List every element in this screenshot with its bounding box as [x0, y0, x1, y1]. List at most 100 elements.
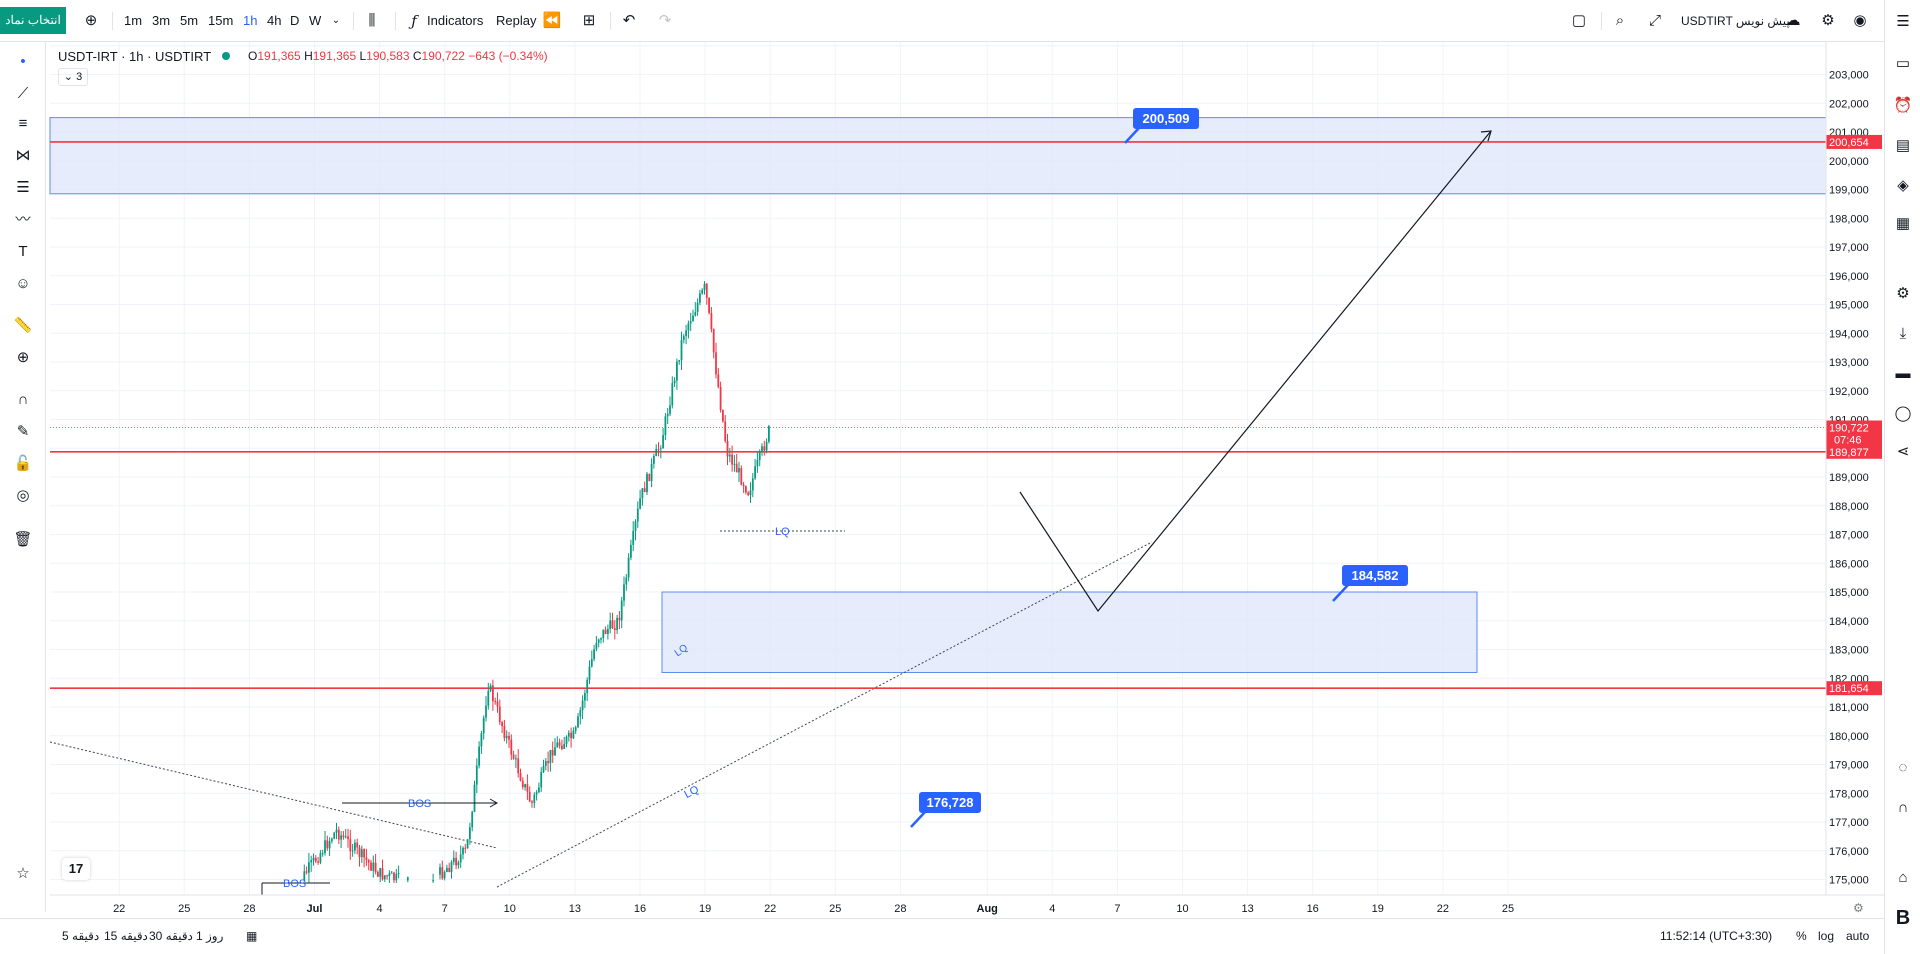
lock-icon[interactable]: 🔓 [13, 455, 33, 472]
download-icon[interactable]: ⤓ [1899, 325, 1907, 342]
cloud-save-icon[interactable]: ☁ [1785, 12, 1801, 29]
alarm-icon[interactable]: ⏰ [1893, 97, 1913, 114]
range-5-minutes[interactable]: 5 دقیقه [62, 929, 100, 943]
price-callout[interactable] [1342, 565, 1408, 586]
redo-icon[interactable]: ↷ [658, 12, 672, 29]
price-tick-label: 194,000 [1829, 328, 1869, 340]
candle [632, 530, 635, 545]
indicators-button[interactable]: Indicators [427, 13, 484, 28]
chevron-down-icon[interactable]: ⌄ [331, 15, 341, 26]
pattern-icon[interactable]: ⋈ [15, 147, 31, 164]
brand-b-icon[interactable]: B [1895, 907, 1911, 929]
indicator-collapse-button[interactable]: ⌄ 3 [58, 68, 88, 86]
candle [586, 679, 589, 694]
candle [715, 352, 717, 375]
candle [653, 455, 655, 464]
candle [687, 323, 690, 331]
range-30-minutes[interactable]: 30 دقیقه [149, 929, 193, 943]
add-symbol-icon[interactable]: ⊕ [84, 12, 98, 29]
candle [756, 460, 759, 467]
clock[interactable]: 11:52:14 (UTC+3:30) [1660, 929, 1773, 943]
auto-toggle[interactable]: auto [1846, 929, 1870, 943]
chat-icon[interactable]: ◌ [1898, 759, 1908, 776]
candle [567, 732, 570, 737]
gear-icon[interactable]: ⚙ [1896, 285, 1910, 302]
crosshair-icon[interactable]: • [20, 53, 26, 70]
zoom-in-icon[interactable]: ⊕ [16, 349, 30, 366]
eye-icon[interactable]: ◎ [16, 487, 30, 504]
replay-button[interactable]: Replay [496, 13, 537, 28]
star-icon[interactable]: ☆ [16, 865, 30, 882]
ruler-icon[interactable]: 📏 [13, 317, 33, 334]
trend-line-dotted[interactable] [496, 541, 1153, 888]
square-icon[interactable]: ▢ [1571, 12, 1587, 29]
fib-icon[interactable]: ☰ [16, 179, 30, 196]
layout-name[interactable]: USDTIRT پیش نویس [1681, 14, 1790, 28]
log-toggle[interactable]: log [1818, 929, 1835, 943]
settings-icon[interactable]: ⚙ [1821, 12, 1835, 29]
candle [457, 862, 460, 866]
candle [607, 628, 609, 634]
interval-5m[interactable]: 5m [180, 13, 199, 28]
zone-rect[interactable] [49, 117, 1827, 195]
magnet-icon[interactable]: ∩ [17, 391, 29, 408]
interval-1m[interactable]: 1m [124, 13, 143, 28]
text-tool-icon[interactable]: T [18, 243, 28, 260]
price-callout[interactable] [1133, 108, 1199, 129]
symbol-legend[interactable]: USDT-IRT · 1h · USDTIRT [58, 49, 212, 64]
menu-icon[interactable]: ☰ [1896, 13, 1910, 30]
callout-pointer [910, 811, 926, 828]
market-status-dot [222, 52, 230, 60]
quick-search-icon[interactable]: ⌕ [1615, 12, 1625, 29]
symbol-search-button[interactable]: انتخاب نماد [0, 7, 66, 34]
horizontal-lines-icon[interactable]: ≡ [18, 115, 28, 132]
candle [754, 466, 756, 479]
trend-line-icon[interactable]: ⟋ [17, 85, 29, 102]
headset-icon[interactable]: ∩ [1897, 799, 1909, 816]
candle-style-icon[interactable]: ⫼ [368, 12, 376, 29]
price-tick-label: 195,000 [1829, 300, 1869, 312]
price-tick-label: 199,000 [1829, 185, 1869, 197]
interval-w[interactable]: W [309, 13, 322, 28]
price-tick-label: 176,000 [1829, 846, 1869, 858]
emoji-icon[interactable]: ☺ [15, 275, 31, 292]
undo-icon[interactable]: ↶ [622, 12, 636, 29]
forecast-icon[interactable]: 〰 [15, 211, 31, 228]
candle [480, 733, 483, 747]
rewind-icon[interactable]: ⏪ [542, 12, 562, 29]
lq-label: LQ [682, 783, 701, 801]
price-axis[interactable] [1826, 42, 1884, 895]
layers-icon[interactable]: ◈ [1897, 177, 1909, 194]
date-range-icon[interactable]: ▦ [246, 929, 258, 943]
news-icon[interactable]: ▦ [1895, 215, 1911, 232]
user-icon[interactable]: ◯ [1894, 405, 1912, 422]
watchlist-icon[interactable]: ▭ [1895, 55, 1911, 72]
camera-icon[interactable]: ◉ [1853, 12, 1867, 29]
candle [547, 761, 549, 764]
home-icon[interactable]: ⌂ [1898, 869, 1908, 886]
range-15-minutes[interactable]: 15 دقیقه [104, 929, 148, 943]
notes-icon[interactable]: ▤ [1895, 137, 1911, 154]
projection-path[interactable] [1019, 130, 1492, 613]
drawing-mode-icon[interactable]: ✎ [16, 423, 30, 440]
price-callout[interactable] [919, 792, 981, 813]
divider [610, 12, 611, 30]
range-1-day[interactable]: 1 روز [196, 929, 224, 943]
interval-15m[interactable]: 15m [208, 13, 234, 28]
interval-d[interactable]: D [290, 13, 300, 28]
interval-1h[interactable]: 1h [243, 13, 258, 28]
trend-line-dotted[interactable] [49, 741, 498, 849]
interval-3m[interactable]: 3m [152, 13, 171, 28]
card-icon[interactable]: ▬ [1895, 365, 1911, 382]
fullscreen-icon[interactable]: ⤢ [1648, 12, 1661, 29]
ohlc-values: O191,365 H191,365 L190,583 C190,722 −643… [248, 49, 548, 63]
candle [542, 766, 545, 773]
zone-rect[interactable] [661, 591, 1478, 673]
candle [386, 875, 388, 877]
trash-icon[interactable]: 🗑 [13, 531, 33, 548]
percent-toggle[interactable]: % [1796, 929, 1807, 943]
share-icon[interactable]: ⋖ [1896, 443, 1910, 460]
layout-grid-icon[interactable]: ⊞ [582, 12, 596, 29]
interval-4h[interactable]: 4h [267, 13, 282, 28]
